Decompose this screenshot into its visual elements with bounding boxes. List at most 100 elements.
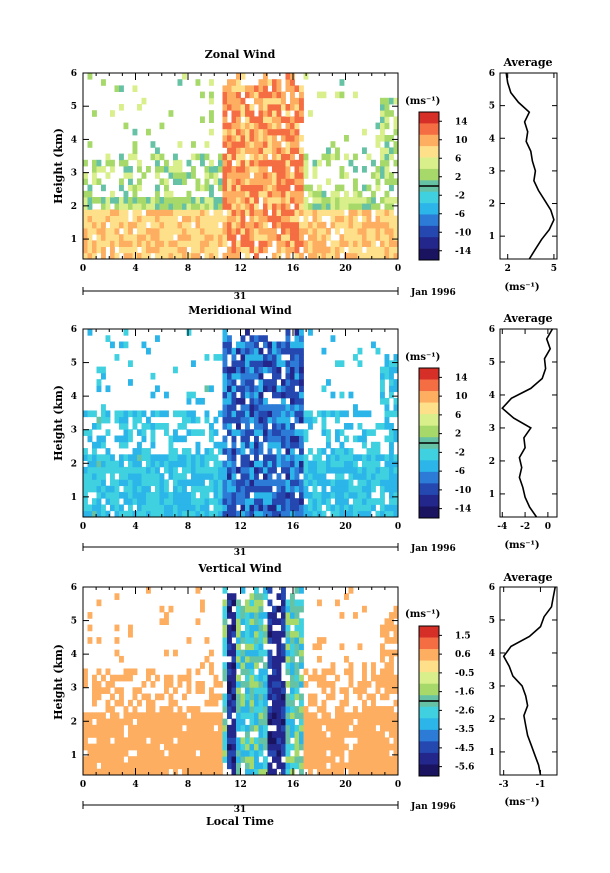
heatmap-cell bbox=[294, 587, 300, 594]
heatmap-cell bbox=[245, 360, 250, 367]
heatmap-cell bbox=[155, 246, 160, 254]
colorbar-swatch bbox=[419, 637, 439, 650]
heatmap-cell bbox=[119, 85, 124, 92]
heatmap-cell bbox=[393, 731, 399, 738]
heatmap-cell bbox=[389, 110, 394, 117]
heatmap-cell bbox=[182, 718, 187, 726]
heatmap-cell bbox=[96, 178, 102, 185]
heatmap-cell bbox=[164, 762, 169, 770]
heatmap-cell bbox=[393, 637, 399, 644]
heatmap-cell bbox=[249, 612, 255, 619]
heatmap-cell bbox=[393, 768, 399, 776]
heatmap-cell bbox=[191, 491, 196, 499]
heatmap-cell bbox=[375, 749, 381, 757]
heatmap-cell bbox=[204, 172, 210, 179]
heatmap-cell bbox=[218, 178, 223, 185]
heatmap-cell bbox=[92, 454, 97, 461]
heatmap-cell bbox=[384, 668, 390, 676]
heatmap-cell bbox=[276, 221, 282, 229]
heatmap-cell bbox=[258, 768, 264, 776]
heatmap-cell bbox=[146, 128, 151, 136]
heatmap-cell bbox=[276, 234, 282, 241]
heatmap-cell bbox=[267, 197, 273, 204]
heatmap-cell bbox=[384, 718, 390, 726]
heatmap-cell bbox=[164, 203, 169, 210]
heatmap-cell bbox=[132, 234, 138, 241]
heatmap-cell bbox=[267, 491, 273, 499]
heatmap-cell bbox=[119, 159, 124, 167]
heatmap-cell bbox=[339, 768, 345, 776]
heatmap-cell bbox=[290, 385, 295, 393]
heatmap-cell bbox=[87, 460, 93, 468]
heatmap-cell bbox=[87, 454, 93, 461]
heatmap-cell bbox=[159, 197, 165, 204]
heatmap-cell bbox=[173, 491, 178, 499]
heatmap-cell bbox=[200, 221, 205, 229]
heatmap-cell bbox=[384, 240, 390, 247]
heatmap-cell bbox=[263, 768, 268, 776]
heatmap-cell bbox=[258, 141, 264, 148]
heatmap-cell bbox=[276, 391, 282, 399]
heatmap-cell bbox=[362, 731, 367, 738]
heatmap-cell bbox=[263, 221, 268, 229]
x-tick-label: 0 bbox=[80, 264, 86, 274]
heatmap-cell bbox=[155, 335, 160, 342]
heatmap-cell bbox=[245, 687, 250, 694]
heatmap-cell bbox=[263, 379, 268, 386]
heatmap-cell bbox=[321, 718, 327, 726]
heatmap-cell bbox=[182, 473, 187, 480]
heatmap-cell bbox=[240, 637, 246, 644]
heatmap-cell bbox=[290, 473, 295, 480]
heatmap-cell bbox=[245, 454, 250, 461]
heatmap-cell bbox=[276, 668, 282, 676]
heatmap-cell bbox=[389, 435, 394, 443]
heatmap-cell bbox=[312, 498, 318, 505]
heatmap-cell bbox=[146, 197, 151, 204]
heatmap-cell bbox=[272, 410, 277, 418]
heatmap-cell bbox=[87, 466, 93, 474]
heatmap-cell bbox=[335, 762, 340, 770]
heatmap-cell bbox=[263, 110, 268, 117]
heatmap-cell bbox=[128, 743, 133, 751]
heatmap-cell bbox=[294, 341, 300, 349]
heatmap-cell bbox=[299, 448, 304, 455]
heatmap-cell bbox=[213, 718, 219, 726]
heatmap-cell bbox=[308, 491, 313, 499]
heatmap-cell bbox=[308, 712, 313, 719]
heatmap-cell bbox=[222, 441, 228, 449]
x-tick-label: 0 bbox=[395, 780, 401, 790]
heatmap-cell bbox=[321, 699, 327, 707]
heatmap-cell bbox=[200, 599, 205, 607]
heatmap-cell bbox=[173, 366, 178, 374]
heatmap-cell bbox=[227, 379, 232, 386]
heatmap-cell bbox=[240, 441, 246, 449]
heatmap-cell bbox=[200, 681, 205, 688]
heatmap-cell bbox=[96, 215, 102, 223]
heatmap-cell bbox=[330, 479, 336, 487]
heatmap-cell bbox=[389, 240, 394, 247]
heatmap-cell bbox=[249, 655, 255, 663]
heatmap-cell bbox=[204, 460, 210, 468]
colorbar-swatch bbox=[419, 146, 439, 158]
heatmap-cell bbox=[105, 699, 111, 707]
heatmap-cell bbox=[339, 454, 345, 461]
heatmap-cell bbox=[308, 110, 313, 117]
heatmap-cell bbox=[281, 762, 286, 770]
heatmap-cell bbox=[164, 159, 169, 167]
heatmap-cell bbox=[164, 485, 169, 493]
heatmap-cell bbox=[393, 252, 399, 260]
heatmap-cell bbox=[380, 693, 385, 701]
heatmap-cell bbox=[227, 429, 232, 436]
heatmap-cell bbox=[155, 491, 160, 499]
heatmap-cell bbox=[213, 712, 219, 719]
heatmap-cell bbox=[294, 228, 300, 235]
heatmap-cell bbox=[371, 693, 376, 701]
heatmap-cell bbox=[83, 454, 88, 461]
heatmap-cell bbox=[290, 460, 295, 468]
heatmap-cell bbox=[222, 674, 228, 682]
heatmap-cell bbox=[249, 498, 255, 505]
heatmap-cell bbox=[299, 618, 304, 625]
heatmap-cell bbox=[227, 347, 232, 355]
profile-y-tick-label: 2 bbox=[489, 457, 495, 467]
heatmap-cell bbox=[299, 85, 304, 92]
